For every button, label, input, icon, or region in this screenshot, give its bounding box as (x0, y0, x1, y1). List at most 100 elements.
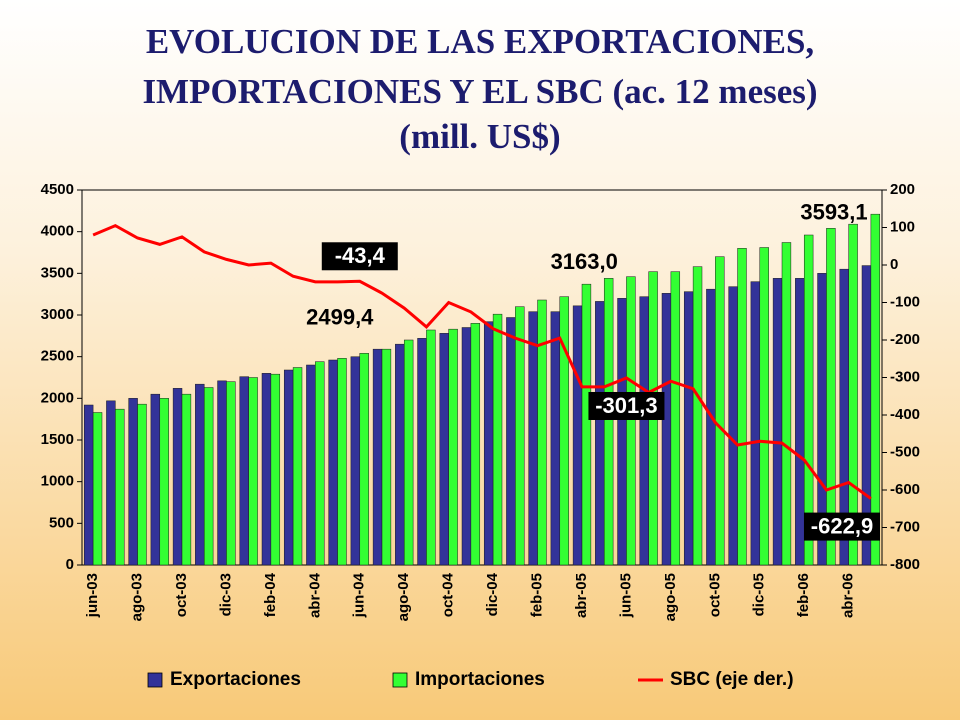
bar (350, 356, 361, 566)
y2-tick-label: -800 (890, 556, 920, 573)
x-tick-label: oct-03 (173, 573, 190, 617)
data-label: -622,9 (811, 513, 873, 538)
bar (226, 381, 236, 566)
bar (603, 278, 614, 566)
bar (248, 377, 258, 566)
y-tick-label: 2000 (41, 389, 74, 406)
bar (128, 398, 138, 566)
bar (306, 364, 316, 566)
bar (270, 373, 281, 566)
x-tick-label: abr-05 (573, 573, 590, 618)
chart-title: EVOLUCION DE LAS EXPORTACIONES, (146, 22, 814, 61)
bar (461, 327, 472, 566)
bar (737, 248, 747, 566)
x-tick-label: ago-03 (129, 573, 146, 621)
y2-tick-label: 0 (890, 256, 898, 273)
y-tick-label: 2500 (41, 348, 74, 365)
y2-tick-label: -300 (890, 368, 920, 385)
bar (83, 404, 94, 566)
bar (772, 278, 783, 566)
bar (728, 286, 738, 566)
data-label: 3163,0 (551, 249, 618, 274)
bar (203, 387, 214, 566)
y-tick-label: 1000 (41, 473, 74, 490)
x-tick-label: feb-05 (529, 573, 546, 617)
x-tick-label: jun-04 (351, 572, 368, 618)
bar (506, 317, 516, 566)
bar (395, 343, 405, 566)
bar (870, 213, 881, 566)
bar (315, 361, 325, 566)
x-tick-label: jun-05 (617, 573, 634, 618)
bar (750, 281, 761, 566)
x-tick-label: abr-06 (840, 573, 857, 618)
bar (537, 299, 547, 566)
bar (426, 329, 436, 566)
bar (692, 266, 703, 566)
bar (639, 296, 649, 566)
y2-tick-label: -100 (890, 293, 920, 310)
x-tick-label: abr-04 (306, 572, 323, 618)
bar (528, 311, 538, 566)
bar (626, 276, 636, 566)
bar (826, 228, 836, 566)
bar (137, 403, 147, 566)
bar (715, 256, 725, 566)
bar (115, 408, 125, 566)
bar (572, 305, 583, 566)
bar (292, 367, 303, 566)
x-tick-label: dic-04 (484, 572, 501, 616)
y2-tick-label: 200 (890, 181, 915, 198)
bar (381, 348, 392, 566)
bar (239, 376, 249, 566)
bar (492, 313, 503, 566)
x-tick-label: oct-04 (440, 572, 457, 617)
y-tick-label: 0 (66, 556, 74, 573)
legend-label: SBC (eje der.) (670, 669, 794, 690)
chart-title: IMPORTACIONES Y EL SBC (ac. 12 meses) (142, 72, 817, 111)
y2-tick-label: -500 (890, 443, 920, 460)
bar (617, 298, 627, 566)
y2-tick-label: 100 (890, 218, 915, 235)
bar (781, 242, 792, 566)
y-tick-label: 3500 (41, 264, 74, 281)
x-tick-label: ago-04 (395, 572, 412, 621)
bar (261, 373, 272, 566)
y-tick-label: 3000 (41, 306, 74, 323)
x-tick-label: ago-05 (662, 573, 679, 621)
legend-swatch (147, 672, 163, 688)
data-label: 3593,1 (800, 199, 867, 224)
bar (661, 293, 672, 566)
x-tick-label: feb-04 (262, 572, 279, 617)
y2-tick-label: -700 (890, 518, 920, 535)
y-tick-label: 500 (49, 514, 74, 531)
bar (92, 412, 103, 566)
bar (403, 339, 414, 566)
bar (595, 301, 605, 566)
chart-title: (mill. US$) (399, 117, 560, 156)
bar (470, 323, 481, 566)
y2-tick-label: -200 (890, 331, 920, 348)
bar (372, 348, 383, 566)
x-tick-label: oct-05 (706, 573, 723, 617)
bar (683, 291, 694, 566)
legend-label: Importaciones (415, 669, 545, 690)
label-box (588, 391, 665, 420)
line (92, 223, 872, 500)
bar (559, 296, 569, 566)
bar (439, 333, 449, 566)
bar (483, 321, 494, 566)
legend-swatch (392, 672, 408, 688)
bar (795, 278, 805, 566)
bar (803, 234, 814, 566)
bar (181, 393, 192, 566)
bar (283, 369, 294, 566)
bar (759, 247, 769, 566)
bar (550, 311, 561, 566)
bar (417, 338, 427, 566)
bar (359, 353, 369, 566)
bar (706, 288, 716, 566)
y2-tick-label: -400 (890, 406, 920, 423)
bar (670, 271, 681, 566)
